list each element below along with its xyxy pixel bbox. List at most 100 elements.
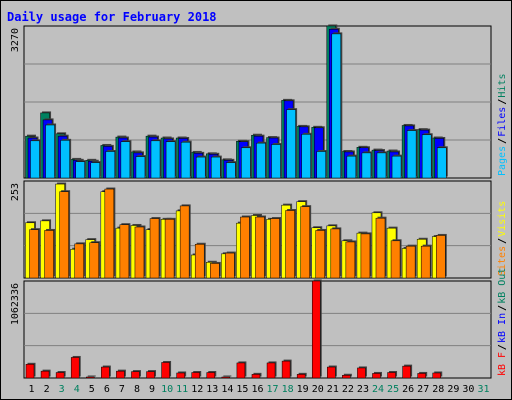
bar-kb-f [161, 362, 170, 379]
x-tick-label: 1 [29, 384, 35, 395]
bar-kb-f [327, 366, 336, 379]
bar-sites [59, 191, 69, 279]
x-tick-label: 16 [251, 384, 263, 395]
x-tick-label: 18 [282, 384, 294, 395]
bar-sites [255, 216, 265, 279]
bar-kb-f [176, 372, 185, 379]
bar-sites [74, 243, 84, 279]
bar-sites [390, 240, 401, 279]
bar-sites [29, 229, 39, 279]
bar-sites [44, 230, 54, 279]
x-tick-label: 19 [297, 384, 309, 395]
legend-item: Visits [497, 201, 508, 237]
bar-shadow [87, 375, 96, 377]
bar-pages [391, 155, 402, 179]
bar-kb-f [55, 372, 65, 379]
bar-pages [165, 141, 176, 179]
bar-kb-f [296, 374, 306, 379]
bar-pages [256, 142, 266, 179]
bar-pages [120, 141, 131, 179]
bar-sites [315, 230, 325, 279]
bar-kb-f [281, 360, 291, 379]
bar-sites [210, 263, 220, 279]
x-tick-label: 2 [44, 384, 50, 395]
legend-item: Pages [497, 146, 508, 176]
bar-pages [180, 141, 191, 179]
bar-kb-f [146, 371, 155, 379]
bar-pages [286, 109, 296, 179]
bar-kb-f [40, 370, 50, 379]
x-tick-label: 12 [191, 384, 203, 395]
bar-pages [30, 140, 40, 179]
x-tick-label: 11 [176, 384, 188, 395]
bar-pages [406, 130, 417, 179]
bar-pages [90, 162, 101, 179]
bar-sites [435, 235, 446, 279]
bar-kb-f [266, 362, 276, 379]
y-max-label: 253 [10, 183, 21, 201]
bar-sites [164, 219, 175, 279]
x-tick-label: 31 [477, 384, 489, 395]
bar-sites [270, 218, 280, 279]
bar-kb-f [402, 365, 411, 379]
x-tick-label: 23 [357, 384, 369, 395]
bar-sites [405, 245, 416, 279]
bar-pages [211, 156, 221, 179]
x-tick-label: 24 [372, 384, 384, 395]
bar-kb-f [70, 357, 80, 379]
bar-sites [119, 224, 130, 279]
bar-pages [150, 140, 161, 179]
x-tick-label: 20 [312, 384, 324, 395]
bar-pages [301, 134, 311, 179]
legend-item: kB Out [497, 268, 508, 304]
bar-pages [436, 147, 447, 179]
bar-kb-f [236, 362, 246, 379]
x-tick-label: 25 [387, 384, 399, 395]
x-tick-label: 28 [432, 384, 444, 395]
y-max-label: 1062336 [10, 283, 21, 325]
bar-kb-f [221, 376, 231, 379]
bar-pages [195, 156, 206, 179]
x-tick-label: 13 [206, 384, 218, 395]
bar-sites [149, 218, 160, 279]
bar-kb-f [25, 364, 35, 379]
x-tick-label: 26 [402, 384, 414, 395]
bar-shadow [223, 375, 232, 377]
legend-item: / [497, 305, 508, 311]
legend-item: kB F [497, 352, 508, 376]
x-tick-label: 17 [267, 384, 279, 395]
bar-sites [104, 188, 115, 279]
legend-item: / [497, 138, 508, 144]
x-tick-label: 4 [74, 384, 80, 395]
bar-pages [226, 162, 236, 179]
bar-kb-f [116, 370, 125, 379]
bar-kb-f [342, 375, 351, 379]
bar-pages [241, 147, 251, 179]
bar-kb-f [206, 372, 216, 379]
bar-kb-f [357, 367, 366, 379]
legend-item: Hits [497, 74, 508, 98]
bar-sites [134, 226, 145, 279]
chart-title: Daily usage for February 2018 [7, 10, 217, 24]
bar-pages [135, 156, 146, 179]
legend-item: Sites [497, 246, 508, 276]
x-tick-label: 15 [236, 384, 248, 395]
bar-kb-f [101, 366, 110, 379]
bar-pages [346, 155, 357, 179]
bar-pages [361, 152, 372, 179]
x-tick-label: 22 [342, 384, 354, 395]
x-tick-label: 3 [59, 384, 65, 395]
bar-kb-f [311, 280, 321, 379]
x-tick-label: 27 [417, 384, 429, 395]
bar-sites [225, 252, 235, 279]
x-tick-label: 5 [89, 384, 95, 395]
bar-sites [194, 244, 205, 279]
bar-sites [300, 206, 310, 279]
x-tick-label: 7 [119, 384, 125, 395]
bar-sites [360, 233, 371, 279]
bar-sites [240, 216, 250, 279]
bar-sites [179, 205, 190, 279]
x-tick-label: 9 [149, 384, 155, 395]
bar-kb-f [131, 371, 140, 379]
